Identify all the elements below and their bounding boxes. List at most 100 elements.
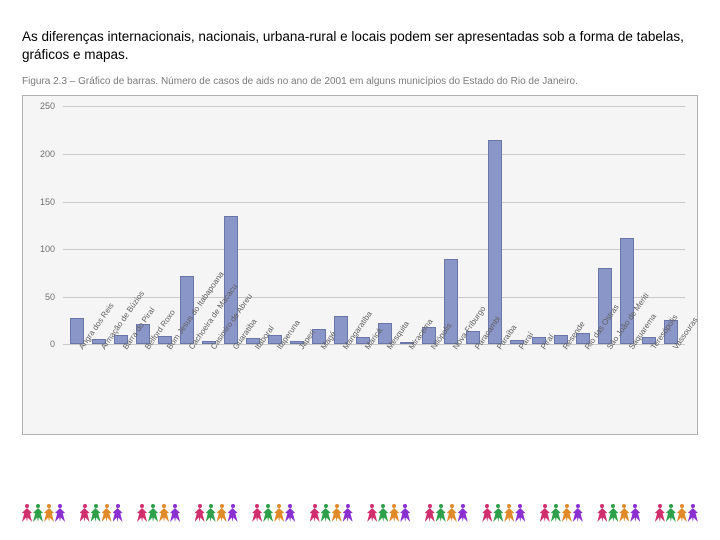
x-label-slot: Bom Jesus do Itabapoana xyxy=(155,344,175,434)
bar-slot xyxy=(661,106,681,344)
y-tick-label: 0 xyxy=(50,339,55,349)
person-icon xyxy=(619,504,629,522)
person-icon xyxy=(170,504,180,522)
bar-slot xyxy=(155,106,175,344)
person-icon xyxy=(80,504,90,522)
bar-slot xyxy=(265,106,285,344)
x-label-slot: Magé xyxy=(309,344,329,434)
bar-slot xyxy=(419,106,439,344)
person-icon xyxy=(458,504,468,522)
people-cluster xyxy=(137,504,180,522)
x-label-slot: Casimiro de Abreu xyxy=(199,344,219,434)
person-icon xyxy=(310,504,320,522)
footer-decoration xyxy=(22,494,698,522)
person-icon xyxy=(55,504,65,522)
x-label-slot: Teresópolis xyxy=(639,344,659,434)
bar-slot xyxy=(529,106,549,344)
person-icon xyxy=(285,504,295,522)
person-icon xyxy=(33,504,43,522)
x-label-slot: Resende xyxy=(551,344,571,434)
y-tick-label: 250 xyxy=(40,101,55,111)
y-tick-label: 100 xyxy=(40,244,55,254)
bar-slot xyxy=(331,106,351,344)
x-label-slot: Paraí xyxy=(507,344,527,434)
person-icon xyxy=(425,504,435,522)
x-label-slot: Nilópolis xyxy=(419,344,439,434)
person-icon xyxy=(562,504,572,522)
person-icon xyxy=(102,504,112,522)
x-label-slot: Barra do Piraí xyxy=(111,344,131,434)
x-label-slot: Piraí xyxy=(529,344,549,434)
people-cluster xyxy=(195,504,238,522)
person-icon xyxy=(252,504,262,522)
x-label-slot: Itaperuna xyxy=(265,344,285,434)
x-label-slot: Mangaratiba xyxy=(331,344,351,434)
bar-slot xyxy=(573,106,593,344)
people-cluster xyxy=(80,504,123,522)
person-icon xyxy=(677,504,687,522)
x-label-slot: Miracema xyxy=(397,344,417,434)
person-icon xyxy=(228,504,238,522)
bar-slot xyxy=(441,106,461,344)
person-icon xyxy=(540,504,550,522)
person-icon xyxy=(551,504,561,522)
people-cluster xyxy=(655,504,698,522)
person-icon xyxy=(137,504,147,522)
x-label-slot: Belford Roxo xyxy=(133,344,153,434)
figure-caption: Figura 2.3 – Gráfico de barras. Número d… xyxy=(0,72,720,93)
x-label-slot: Vassouras xyxy=(661,344,681,434)
people-cluster xyxy=(252,504,295,522)
people-cluster xyxy=(597,504,640,522)
x-label-slot: Guaratiba xyxy=(221,344,241,434)
x-label-slot: Maricá xyxy=(353,344,373,434)
person-icon xyxy=(159,504,169,522)
x-label-slot: Rio das Ostras xyxy=(573,344,593,434)
chart-frame: 050100150200250 Angra dos ReisArmação de… xyxy=(22,95,698,435)
person-icon xyxy=(321,504,331,522)
person-icon xyxy=(263,504,273,522)
person-icon xyxy=(195,504,205,522)
person-icon xyxy=(436,504,446,522)
person-icon xyxy=(148,504,158,522)
person-icon xyxy=(22,504,32,522)
person-icon xyxy=(447,504,457,522)
bar-slot xyxy=(551,106,571,344)
person-icon xyxy=(91,504,101,522)
people-cluster xyxy=(540,504,583,522)
person-icon xyxy=(274,504,284,522)
person-icon xyxy=(482,504,492,522)
person-icon xyxy=(493,504,503,522)
bars-container xyxy=(63,106,685,344)
x-label-slot: Cachoeira de Macacu xyxy=(177,344,197,434)
person-icon xyxy=(630,504,640,522)
person-icon xyxy=(389,504,399,522)
y-tick-label: 150 xyxy=(40,197,55,207)
person-icon xyxy=(44,504,54,522)
person-icon xyxy=(515,504,525,522)
bar-slot xyxy=(375,106,395,344)
x-label-slot: Angra dos Reis xyxy=(67,344,87,434)
x-label-slot: Paraíba xyxy=(485,344,505,434)
person-icon xyxy=(573,504,583,522)
person-icon xyxy=(597,504,607,522)
person-icon xyxy=(655,504,665,522)
person-icon xyxy=(367,504,377,522)
x-label-slot: Saquarema xyxy=(617,344,637,434)
x-axis: Angra dos ReisArmação de BúziosBarra do … xyxy=(63,344,685,434)
person-icon xyxy=(343,504,353,522)
people-cluster xyxy=(367,504,410,522)
x-label-slot: Paracambi xyxy=(463,344,483,434)
person-icon xyxy=(217,504,227,522)
x-label-slot: Armação de Búzios xyxy=(89,344,109,434)
x-label-slot: Mesquita xyxy=(375,344,395,434)
bar-slot xyxy=(353,106,373,344)
plot-area xyxy=(63,106,685,344)
x-label-slot: São João de Meriti xyxy=(595,344,615,434)
intro-paragraph: As diferenças internacionais, nacionais,… xyxy=(0,0,720,72)
people-cluster xyxy=(425,504,468,522)
y-tick-label: 50 xyxy=(45,292,55,302)
person-icon xyxy=(688,504,698,522)
person-icon xyxy=(504,504,514,522)
person-icon xyxy=(332,504,342,522)
person-icon xyxy=(608,504,618,522)
